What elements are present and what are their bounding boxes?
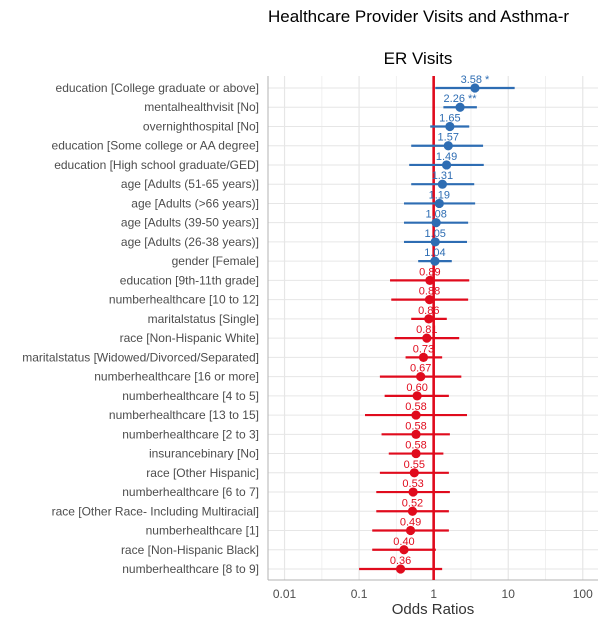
odds-ratio-point: [424, 314, 434, 324]
odds-ratio-point: [409, 468, 419, 478]
data-label: 1.65: [439, 112, 460, 124]
y-axis-label: age [Adults (26-38 years)]: [121, 235, 259, 249]
y-axis-label: numberhealthcare [6 to 7]: [122, 485, 259, 499]
y-axis-label: numberhealthcare [10 to 12]: [109, 293, 259, 307]
odds-ratio-point: [411, 410, 421, 420]
y-axis-label: race [Non-Hispanic Black]: [121, 543, 259, 557]
odds-ratio-point: [431, 218, 441, 228]
odds-ratio-point: [437, 179, 448, 189]
data-label: 0.53: [402, 478, 423, 490]
odds-ratio-point: [422, 333, 432, 343]
odds-ratio-point: [399, 545, 409, 555]
y-axis-label: mentalhealthvisit [No]: [144, 100, 259, 114]
data-label: 1.05: [425, 228, 446, 240]
odds-ratio-point: [395, 564, 406, 574]
y-axis-label: maritalstatus [Widowed/Divorced/Separate…: [22, 350, 259, 364]
data-label: 0.55: [404, 459, 425, 471]
data-label: 1.57: [438, 132, 459, 144]
odds-ratio-point: [408, 487, 418, 497]
odds-ratio-point: [412, 391, 422, 401]
data-label: 0.88: [419, 286, 440, 298]
data-label: 0.89: [419, 266, 440, 278]
x-tick-label: 10: [502, 587, 516, 601]
x-tick-label: 0.01: [273, 587, 297, 601]
y-axis-label: education [9th-11th grade]: [120, 273, 259, 287]
data-label: 0.36: [390, 555, 411, 567]
y-axis-label: numberhealthcare [8 to 9]: [122, 562, 259, 576]
x-tick-label: 100: [573, 587, 593, 601]
y-axis-label: age [Adults (39-50 years)]: [121, 216, 259, 230]
odds-ratio-point: [441, 160, 452, 170]
x-axis-label: Odds Ratios: [392, 601, 475, 618]
y-axis-label: numberhealthcare [16 or more]: [94, 370, 259, 384]
odds-ratio-point: [405, 525, 416, 536]
odds-ratio-point: [418, 352, 429, 362]
data-label: 0.58: [405, 420, 426, 432]
y-axis-label: overnighthospital [No]: [143, 119, 259, 133]
odds-ratio-point: [416, 372, 426, 382]
data-label: 0.67: [410, 363, 431, 375]
y-axis-label: education [College graduate or above]: [56, 81, 259, 95]
data-label: 0.86: [418, 305, 439, 317]
chart-title: Healthcare Provider Visits and Asthma-r: [268, 7, 569, 26]
odds-ratio-point: [434, 198, 444, 209]
data-rows: education [College graduate or above] 3.5…: [22, 74, 515, 576]
x-tick-label: 0.1: [351, 587, 368, 601]
odds-ratio-point: [430, 237, 440, 247]
odds-ratio-point: [470, 83, 480, 93]
y-axis-label: maritalstatus [Single]: [148, 312, 259, 326]
odds-ratio-point: [424, 295, 435, 305]
data-label: 0.49: [400, 517, 421, 529]
data-label: 1.04: [424, 247, 445, 259]
y-axis-label: age [Adults (51-65 years)]: [121, 177, 259, 191]
odds-ratio-point: [411, 448, 421, 459]
x-tick-label: 1: [430, 587, 437, 601]
data-label: 1.19: [429, 189, 450, 201]
y-axis-label: education [Some college or AA degree]: [52, 139, 259, 153]
y-axis-label: race [Other Hispanic]: [146, 466, 259, 480]
data-label: 0.58: [405, 440, 426, 452]
chart-subtitle: ER Visits: [384, 49, 453, 68]
odds-ratio-point: [411, 429, 421, 439]
y-axis-label: numberhealthcare [4 to 5]: [122, 389, 259, 403]
data-label: 0.40: [393, 536, 414, 548]
y-axis-label: education [High school graduate/GED]: [54, 158, 259, 172]
data-label: 0.58: [405, 401, 426, 413]
data-label: 1.31: [432, 170, 453, 182]
y-axis-label: race [Non-Hispanic White]: [120, 331, 259, 345]
y-axis-label: numberhealthcare [13 to 15]: [109, 408, 259, 422]
y-axis-label: age [Adults (>66 years)]: [131, 196, 259, 210]
y-axis-label: race [Other Race- Including Multiracial]: [52, 504, 259, 518]
data-label: 1.49: [436, 151, 457, 163]
odds-ratio-point: [407, 506, 418, 516]
odds-ratio-point: [445, 121, 455, 132]
data-label: 2.26 **: [444, 93, 478, 105]
y-axis-label: gender [Female]: [172, 254, 259, 268]
data-label: 3.58 *: [461, 74, 490, 86]
y-axis-label: numberhealthcare [2 to 3]: [122, 427, 259, 441]
odds-ratio-point: [455, 102, 465, 112]
data-label: 0.60: [406, 382, 427, 394]
odds-ratio-point: [430, 256, 440, 266]
data-label: 0.73: [413, 343, 434, 355]
odds-ratio-point: [425, 275, 435, 285]
y-axis-label: numberhealthcare [1]: [146, 524, 259, 538]
y-axis-label: insurancebinary [No]: [149, 447, 259, 461]
data-label: 0.81: [416, 324, 437, 336]
data-label: 1.08: [425, 209, 446, 221]
data-label: 0.52: [402, 497, 423, 509]
odds-ratio-point: [443, 141, 453, 151]
